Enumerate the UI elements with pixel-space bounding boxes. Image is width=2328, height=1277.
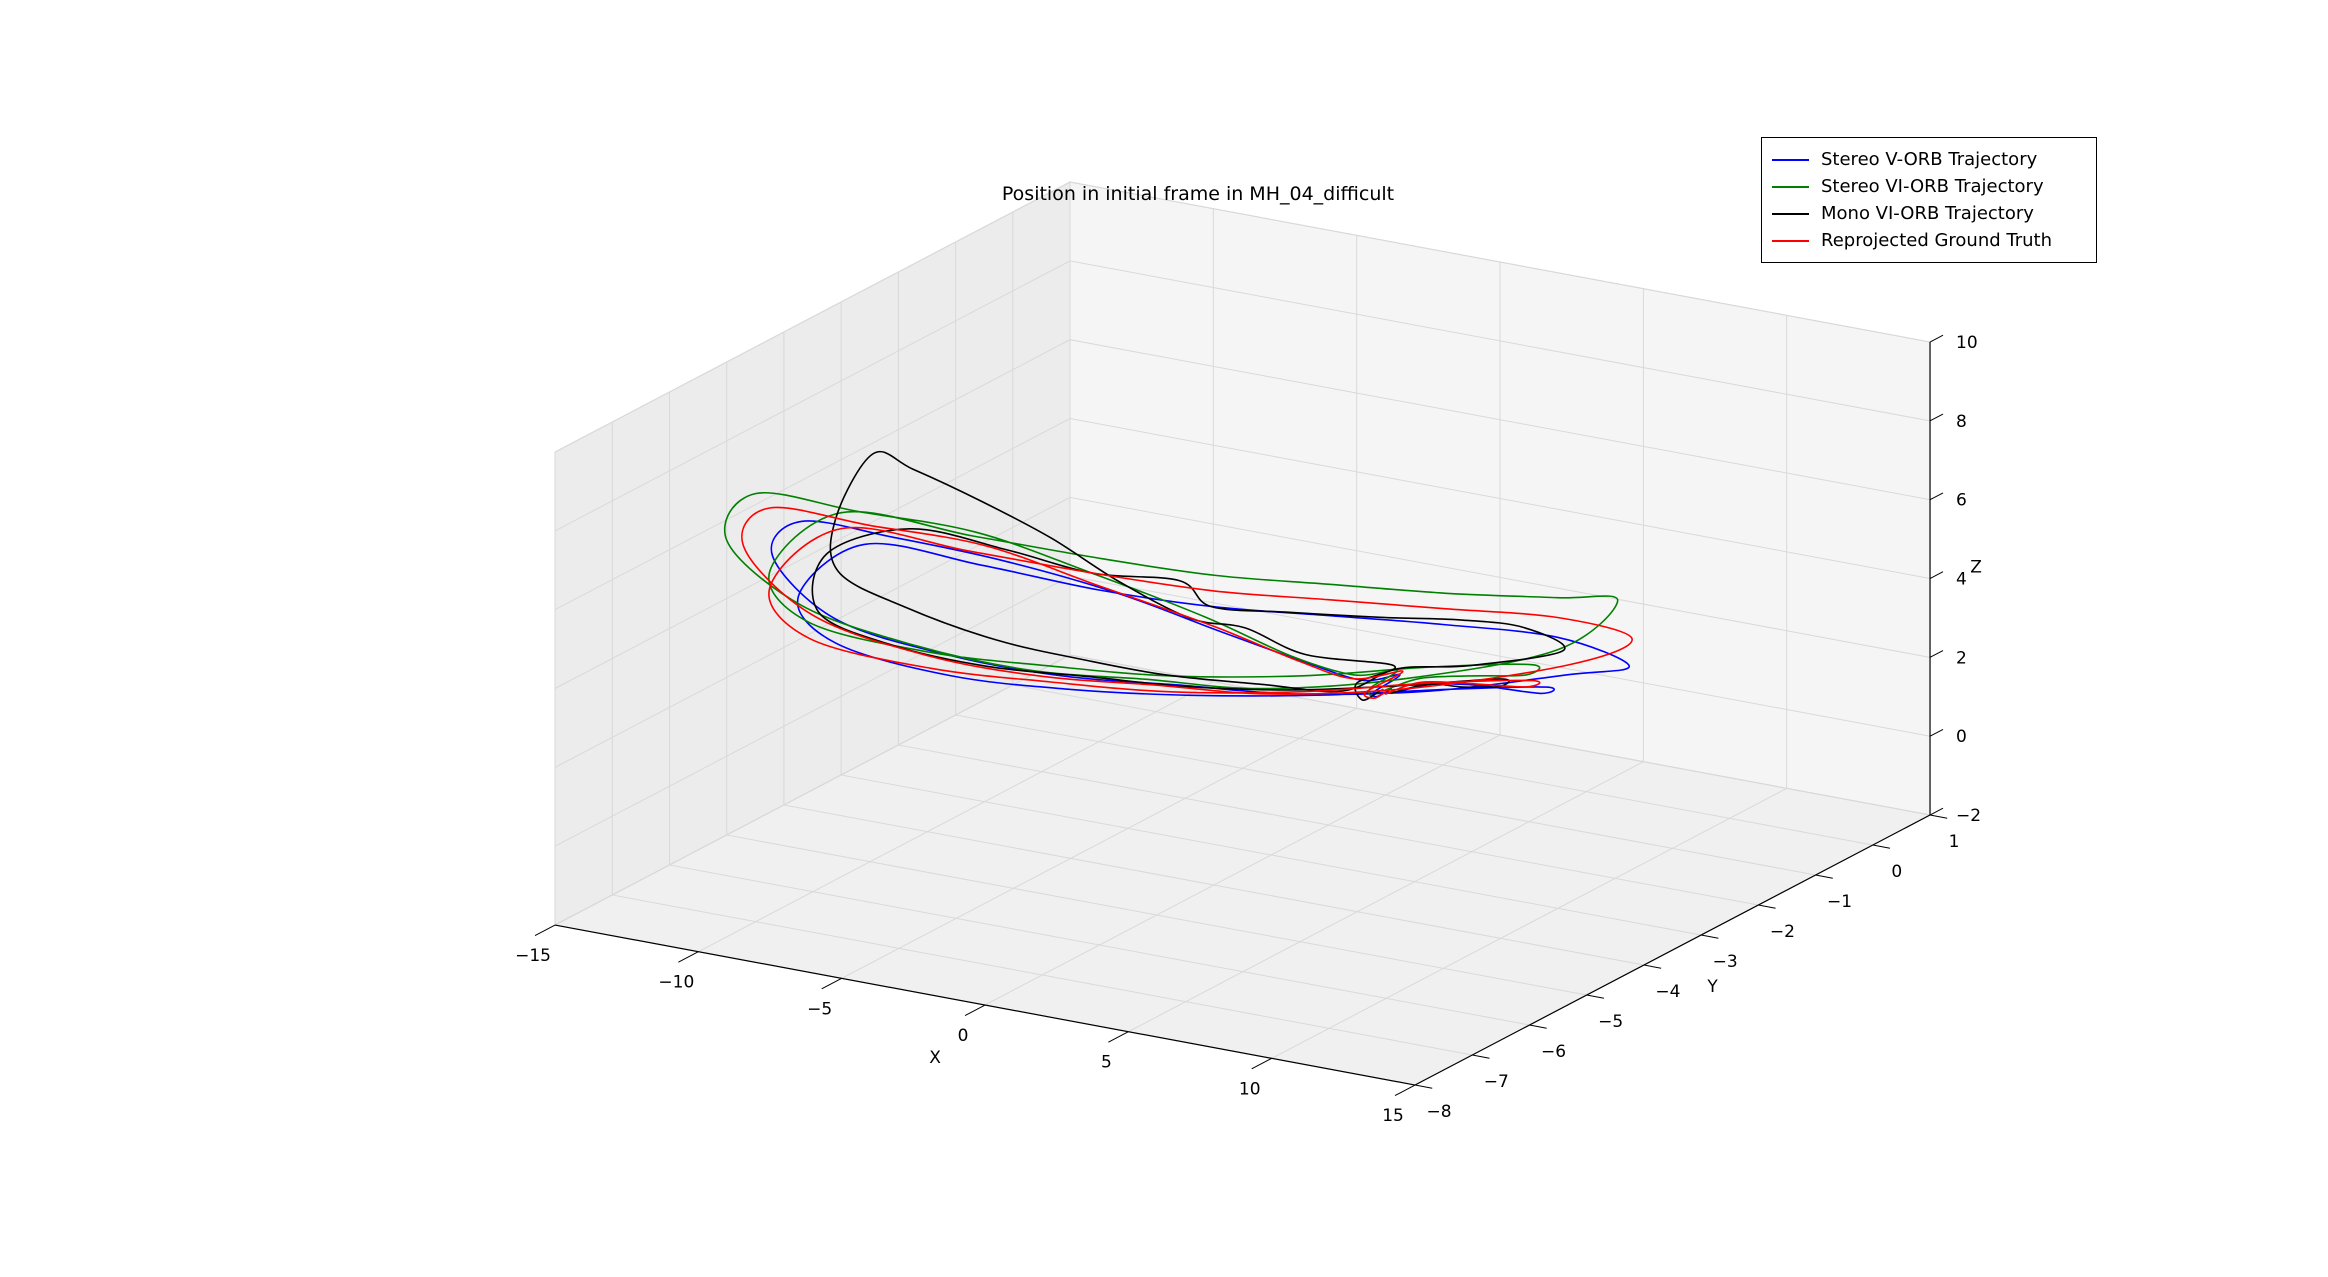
svg-text:X: X <box>929 1048 941 1068</box>
legend-item: Mono VI-ORB Trajectory <box>1772 200 2086 227</box>
plot-title: Position in initial frame in MH_04_diffi… <box>1001 183 1395 205</box>
svg-text:−2: −2 <box>1770 922 1795 942</box>
y-axis-label: Y <box>1706 977 1718 997</box>
svg-text:2: 2 <box>1956 648 1967 668</box>
svg-text:−8: −8 <box>1427 1102 1452 1122</box>
legend: Stereo V-ORB Trajectory Stereo VI-ORB Tr… <box>1761 137 2097 263</box>
svg-text:1: 1 <box>1949 832 1960 852</box>
legend-line-sample <box>1772 212 1809 215</box>
svg-text:−5: −5 <box>1598 1012 1623 1032</box>
y-axis: 1 0 −1 −2 −3 −4 −5 −6 −7 −8 <box>1414 814 1960 1122</box>
svg-text:15: 15 <box>1382 1106 1404 1126</box>
svg-text:10: 10 <box>1239 1079 1261 1099</box>
trajectories <box>723 450 1633 701</box>
svg-text:0: 0 <box>1891 862 1902 882</box>
axes: −15−10−505101510−1−2−3−4−5−6−7−8−2024681… <box>515 333 1982 1126</box>
legend-line-sample <box>1772 185 1809 188</box>
svg-text:0: 0 <box>1956 727 1967 747</box>
svg-text:−3: −3 <box>1713 952 1738 972</box>
legend-label: Reprojected Ground Truth <box>1821 230 2053 251</box>
z-axis-label: Z <box>1970 558 1982 578</box>
x-axis-label: X <box>929 1048 941 1068</box>
series-reprojected-ground-truth <box>741 506 1633 700</box>
svg-text:−15: −15 <box>515 946 551 966</box>
svg-text:−1: −1 <box>1827 892 1852 912</box>
legend-label: Stereo V-ORB Trajectory <box>1821 149 2038 170</box>
legend-label: Stereo VI-ORB Trajectory <box>1821 176 2044 197</box>
svg-text:8: 8 <box>1956 412 1967 432</box>
z-axis: −2 0 2 4 6 8 10 <box>1929 333 1981 826</box>
svg-text:0: 0 <box>958 1026 969 1046</box>
svg-text:6: 6 <box>1956 491 1967 511</box>
legend-label: Mono VI-ORB Trajectory <box>1821 203 2034 224</box>
svg-text:−5: −5 <box>807 999 832 1019</box>
legend-item: Reprojected Ground Truth <box>1772 227 2086 254</box>
svg-text:Z: Z <box>1970 558 1982 578</box>
svg-text:Y: Y <box>1706 977 1718 997</box>
series-stereo-vi-orb-trajectory <box>723 491 1619 697</box>
legend-line-sample <box>1772 239 1809 242</box>
legend-line-sample <box>1772 158 1809 161</box>
x-axis: −15 −10 −5 0 5 10 15 <box>515 924 1416 1126</box>
legend-item: Stereo VI-ORB Trajectory <box>1772 173 2086 200</box>
svg-text:−10: −10 <box>658 973 694 993</box>
svg-text:4: 4 <box>1956 570 1967 590</box>
legend-item: Stereo V-ORB Trajectory <box>1772 146 2086 173</box>
svg-text:5: 5 <box>1101 1053 1112 1073</box>
series-mono-vi-orb-trajectory <box>811 450 1566 701</box>
series-stereo-v-orb-trajectory <box>770 520 1630 698</box>
svg-text:−7: −7 <box>1484 1072 1509 1092</box>
svg-text:−2: −2 <box>1956 806 1981 826</box>
svg-text:−4: −4 <box>1655 982 1680 1002</box>
svg-text:−6: −6 <box>1541 1042 1566 1062</box>
svg-text:10: 10 <box>1956 333 1978 353</box>
